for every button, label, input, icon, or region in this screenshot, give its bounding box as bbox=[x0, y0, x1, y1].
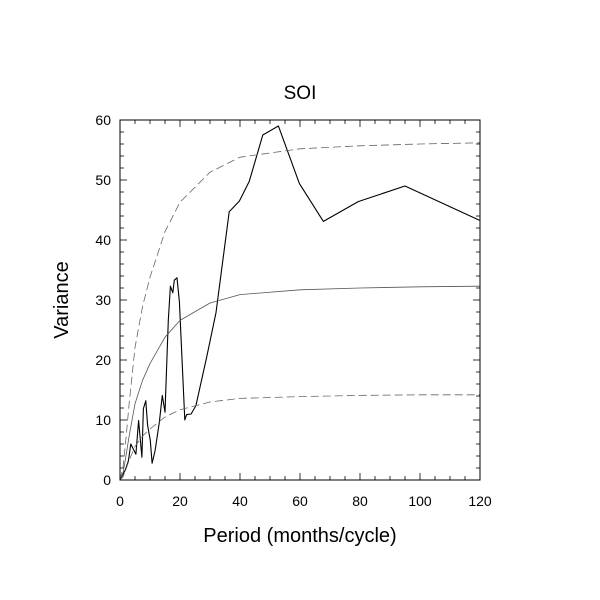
chart-title: SOI bbox=[284, 83, 317, 104]
x-axis-label: Period (months/cycle) bbox=[203, 525, 396, 547]
axis-ticks bbox=[119, 119, 481, 481]
x-tick-label: 60 bbox=[292, 493, 308, 509]
series-line-1 bbox=[119, 125, 480, 481]
y-tick-label: 30 bbox=[95, 292, 111, 308]
y-tick-label: 0 bbox=[103, 472, 111, 488]
x-tick-label: 120 bbox=[468, 493, 492, 509]
x-tick-label: 20 bbox=[172, 493, 188, 509]
y-axis-label: Variance bbox=[51, 261, 73, 338]
x-tick-label: 80 bbox=[352, 493, 368, 509]
plot-frame bbox=[119, 119, 481, 481]
y-tick-label: 50 bbox=[95, 172, 111, 188]
x-tick-label: 100 bbox=[408, 493, 432, 509]
series-line-4 bbox=[119, 394, 480, 481]
tick-labels: 0 20 40 60 80 100 120 0 10 20 30 40 50 60 bbox=[95, 112, 491, 509]
series-line-3 bbox=[119, 142, 481, 481]
x-tick-label: 0 bbox=[116, 493, 124, 509]
y-tick-label: 40 bbox=[95, 232, 111, 248]
x-tick-label: 40 bbox=[232, 493, 248, 509]
y-tick-label: 10 bbox=[95, 412, 111, 428]
series-group bbox=[119, 125, 481, 481]
y-tick-label: 60 bbox=[95, 112, 111, 128]
series-line-2 bbox=[119, 285, 481, 481]
y-tick-label: 20 bbox=[95, 352, 111, 368]
